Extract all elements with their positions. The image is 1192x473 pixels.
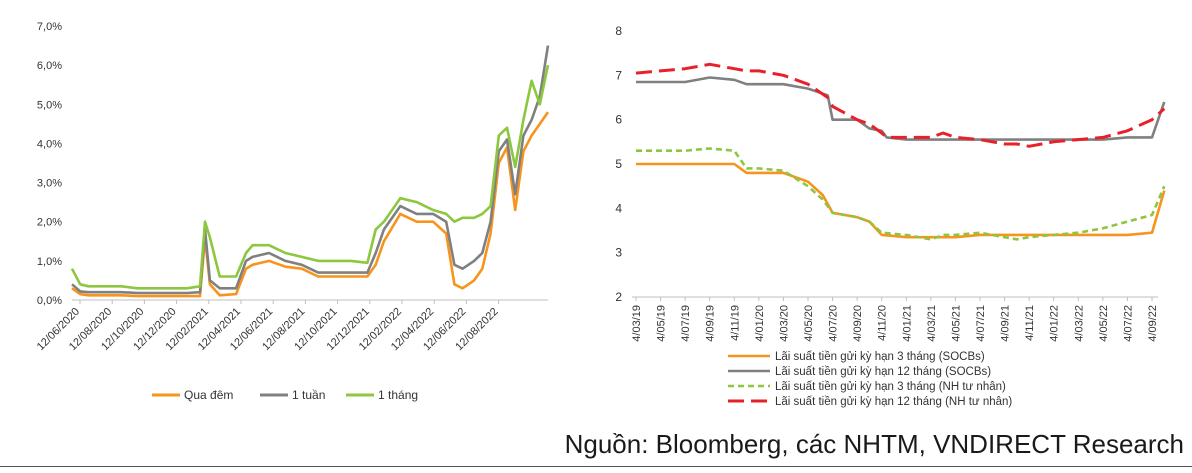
series-line (635, 62, 1166, 148)
x-tick-label: 4/11/19 (729, 305, 741, 341)
x-tick-label: 4/09/19 (705, 305, 717, 342)
series-line (636, 147, 1166, 241)
y-tick-label: 6 (615, 113, 622, 127)
legend-label: Lãi suất tiền gửi kỳ hạn 3 tháng (NH tư … (775, 381, 1006, 393)
x-tick-label: 4/01/21 (901, 305, 913, 342)
y-tick-label: 6,0% (37, 60, 62, 72)
x-tick-label: 4/03/21 (926, 305, 938, 342)
series-line (636, 76, 1166, 141)
x-tick-label: 4/09/22 (1147, 305, 1159, 342)
x-tick-label: 4/07/19 (680, 305, 692, 342)
series-line (70, 64, 550, 290)
x-tick-label: 4/05/21 (950, 305, 962, 342)
x-tick-label: 4/07/21 (975, 305, 987, 342)
series-line (636, 162, 1166, 239)
y-tick-label: 0,0% (37, 295, 62, 307)
y-tick-label: 5 (615, 157, 622, 171)
interbank-rate-chart: 0,0%1,0%2,0%3,0%4,0%5,0%6,0%7,0%12/06/20… (35, 21, 550, 402)
x-tick-label: 4/03/22 (1073, 305, 1085, 342)
deposit-rate-chart: 2 3 4 5 6 7 8 4/03/19 4/05/19 4/07/19 4/09/19 4/11/… (615, 24, 1166, 408)
y-tick-label: 5,0% (37, 99, 62, 111)
legend-label: Lãi suất tiền gửi kỳ hạn 12 tháng (SOCBs… (775, 366, 991, 378)
legend-label: 1 tuần (292, 388, 325, 402)
y-tick-label: 4,0% (37, 138, 62, 150)
y-tick-label: 4 (615, 201, 622, 215)
x-tick-label: 4/11/21 (1024, 305, 1036, 341)
bottom-divider (0, 466, 1192, 467)
source-note: Nguồn: Bloomberg, các NHTM, VNDIRECT Res… (564, 429, 1184, 459)
y-tick-label: 7 (615, 68, 622, 82)
legend-label: Lãi suất tiền gửi kỳ hạn 12 tháng (NH tư… (775, 396, 1012, 408)
y-tick-label: 8 (615, 24, 622, 38)
x-tick-label: 4/07/20 (828, 305, 840, 342)
y-tick-label: 7,0% (37, 21, 62, 33)
y-tick-label: 2 (615, 290, 622, 304)
x-tick-label: 4/03/20 (778, 305, 790, 342)
legend-label: Qua đêm (184, 388, 233, 402)
legend-label: 1 tháng (378, 388, 418, 402)
y-tick-label: 2,0% (37, 217, 62, 229)
x-tick-label: 4/05/22 (1098, 305, 1110, 342)
x-tick-label: 4/01/22 (1049, 305, 1061, 342)
y-tick-label: 3,0% (37, 178, 62, 190)
x-tick-label: 4/03/19 (631, 305, 643, 342)
x-tick-label: 4/09/20 (852, 305, 864, 342)
x-tick-label: 4/07/22 (1122, 305, 1134, 342)
x-tick-label: 4/09/21 (1000, 305, 1012, 342)
x-tick-label: 4/05/19 (656, 305, 668, 342)
x-tick-label: 4/01/20 (754, 305, 766, 342)
y-tick-label: 3 (615, 246, 622, 260)
legend-label: Lãi suất tiền gửi kỳ hạn 3 tháng (SOCBs) (775, 351, 985, 363)
x-tick-label: 4/05/20 (803, 305, 815, 342)
series-line (71, 111, 550, 298)
series-line (71, 45, 550, 295)
x-tick-label: 4/11/20 (877, 305, 889, 341)
y-tick-label: 1,0% (37, 256, 62, 268)
